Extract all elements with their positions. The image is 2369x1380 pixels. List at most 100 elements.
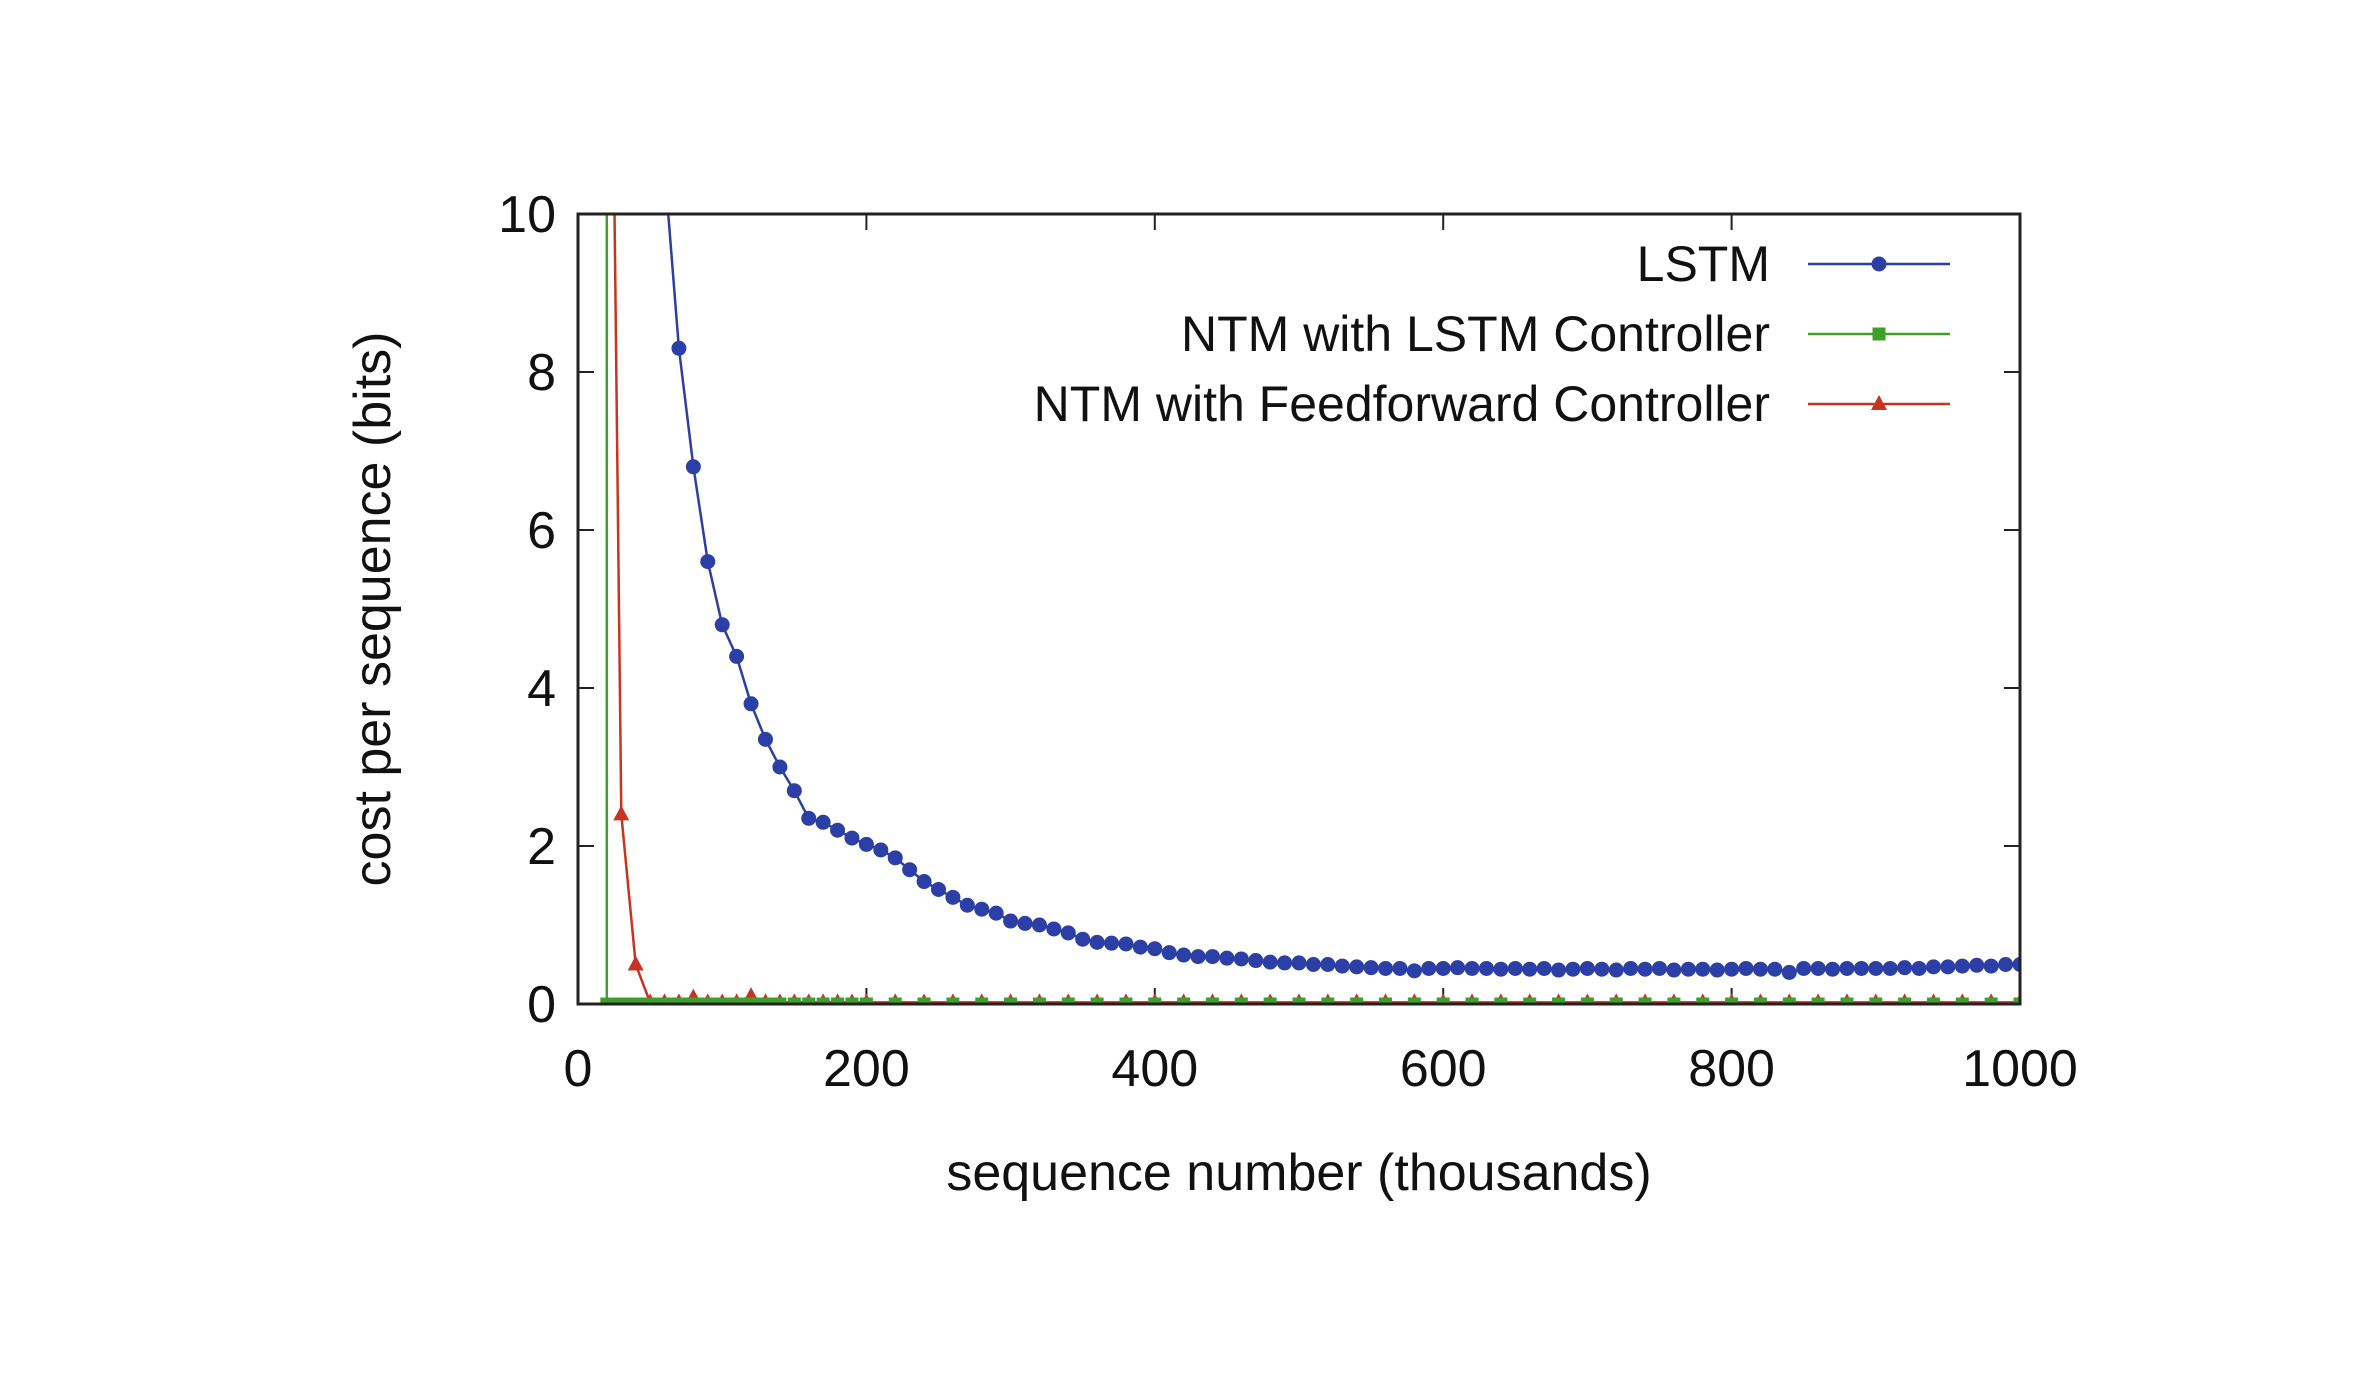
data-point-ntm-with-lstm-controller <box>1090 997 1104 1004</box>
data-point-lstm <box>1666 962 1682 978</box>
data-point-lstm <box>1277 955 1293 971</box>
data-point-lstm <box>1262 954 1278 970</box>
data-point-ntm-with-lstm-controller <box>643 997 657 1004</box>
data-point-ntm-with-lstm-controller <box>845 997 859 1004</box>
data-point-lstm <box>714 617 730 633</box>
data-point-ntm-with-lstm-controller <box>1580 997 1594 1004</box>
data-point-lstm <box>1392 960 1408 976</box>
data-point-ntm-with-lstm-controller <box>600 160 613 173</box>
data-point-ntm-with-lstm-controller <box>1552 997 1566 1004</box>
data-point-ntm-with-lstm-controller <box>946 997 960 1004</box>
data-point-lstm <box>1738 960 1754 976</box>
x-tick-label: 400 <box>1111 1040 1198 1098</box>
data-point-lstm <box>916 874 932 890</box>
data-point-lstm <box>685 459 701 475</box>
data-point-lstm <box>1031 917 1047 933</box>
data-point-lstm <box>1017 915 1033 931</box>
data-point-ntm-with-lstm-controller <box>1177 997 1191 1004</box>
data-point-ntm-with-lstm-controller <box>1898 997 1912 1004</box>
data-point-ntm-with-lstm-controller <box>766 997 780 1004</box>
data-point-lstm <box>887 850 903 866</box>
data-point-ntm-with-lstm-controller <box>1955 997 1969 1004</box>
data-point-ntm-with-lstm-controller <box>1004 997 1018 1004</box>
data-point-lstm <box>1781 964 1797 980</box>
data-point-ntm-with-lstm-controller <box>636 997 650 1004</box>
data-point-lstm <box>1435 960 1451 976</box>
data-point-ntm-with-lstm-controller <box>658 997 672 1004</box>
data-point-lstm <box>1536 960 1552 976</box>
data-point-ntm-with-lstm-controller <box>816 997 830 1004</box>
data-point-lstm <box>1637 961 1653 977</box>
data-point-lstm <box>1421 960 1437 976</box>
data-point-lstm <box>1579 960 1595 976</box>
data-point-lstm <box>1046 921 1062 937</box>
data-point-lstm <box>786 783 802 799</box>
data-point-lstm <box>1003 913 1019 929</box>
y-tick-label: 0 <box>527 976 556 1034</box>
x-tick-label: 800 <box>1688 1040 1775 1098</box>
data-point-lstm <box>1839 960 1855 976</box>
data-point-ntm-with-lstm-controller <box>1148 997 1162 1004</box>
data-point-lstm <box>844 830 860 846</box>
data-point-lstm <box>1652 960 1667 976</box>
data-point-lstm <box>1911 960 1927 976</box>
data-point-lstm <box>772 759 788 775</box>
data-point-lstm <box>1810 960 1826 976</box>
data-point-ntm-with-lstm-controller <box>1638 997 1652 1004</box>
data-point-ntm-with-lstm-controller <box>1436 997 1450 1004</box>
data-point-ntm-with-lstm-controller <box>1840 997 1854 1004</box>
data-point-lstm <box>1680 961 1696 977</box>
data-point-ntm-with-lstm-controller <box>1350 997 1364 1004</box>
data-point-ntm-with-lstm-controller <box>1205 997 1219 1004</box>
data-point-lstm <box>1406 963 1422 979</box>
data-point-lstm <box>1075 931 1091 947</box>
y-tick-label: 8 <box>527 344 556 402</box>
legend-marker-ntm-with-lstm-controller <box>1872 327 1886 341</box>
data-point-lstm <box>858 836 874 852</box>
data-point-ntm-with-lstm-controller <box>975 997 989 1004</box>
data-point-ntm-with-lstm-controller <box>888 997 902 1004</box>
data-point-lstm <box>1478 960 1494 976</box>
data-point-lstm <box>1551 962 1567 978</box>
data-point-lstm <box>1825 961 1841 977</box>
data-point-ntm-with-lstm-controller <box>744 997 758 1004</box>
data-point-lstm <box>671 340 687 356</box>
data-point-lstm <box>657 159 672 174</box>
data-point-ntm-with-feedforward-controller <box>613 805 630 821</box>
legend-label-ntm-with-lstm-controller: NTM with LSTM Controller <box>1181 306 1770 362</box>
data-point-lstm <box>830 822 846 838</box>
data-point-lstm <box>1161 945 1177 961</box>
data-point-ntm-with-lstm-controller <box>1465 997 1479 1004</box>
data-point-lstm <box>1998 957 2014 972</box>
data-point-lstm <box>1219 950 1235 966</box>
data-point-ntm-with-lstm-controller <box>629 997 643 1004</box>
data-point-lstm <box>1897 960 1913 976</box>
data-point-lstm <box>1233 951 1249 967</box>
data-point-lstm <box>1118 936 1134 952</box>
data-point-lstm <box>1147 941 1163 957</box>
data-point-ntm-with-lstm-controller <box>715 997 729 1004</box>
legend-marker-ntm-with-feedforward-controller <box>1871 395 1887 410</box>
data-point-ntm-with-lstm-controller <box>1869 997 1883 1004</box>
data-point-ntm-with-lstm-controller <box>859 997 873 1004</box>
data-point-ntm-with-feedforward-controller <box>627 955 644 971</box>
data-point-ntm-with-lstm-controller <box>1292 997 1306 1004</box>
data-point-lstm <box>815 814 831 830</box>
data-point-lstm <box>1853 960 1869 976</box>
data-point-ntm-with-lstm-controller <box>751 997 765 1004</box>
y-tick-label: 6 <box>527 502 556 560</box>
data-point-lstm <box>2012 957 2020 972</box>
y-tick-label: 4 <box>527 660 556 718</box>
data-point-lstm <box>974 901 990 917</box>
data-point-lstm <box>945 889 961 905</box>
data-point-ntm-with-lstm-controller <box>607 997 621 1004</box>
x-tick-label: 200 <box>823 1040 910 1098</box>
data-point-lstm <box>1954 958 1970 974</box>
x-axis-label: sequence number (thousands) <box>946 1144 1651 1202</box>
x-tick-label: 0 <box>564 1040 593 1098</box>
data-point-ntm-with-lstm-controller <box>1725 997 1739 1004</box>
legend-label-lstm: LSTM <box>1637 236 1770 292</box>
series-layer <box>600 159 2020 1004</box>
data-point-ntm-with-lstm-controller <box>1523 997 1537 1004</box>
data-point-ntm-with-lstm-controller <box>2013 997 2020 1004</box>
